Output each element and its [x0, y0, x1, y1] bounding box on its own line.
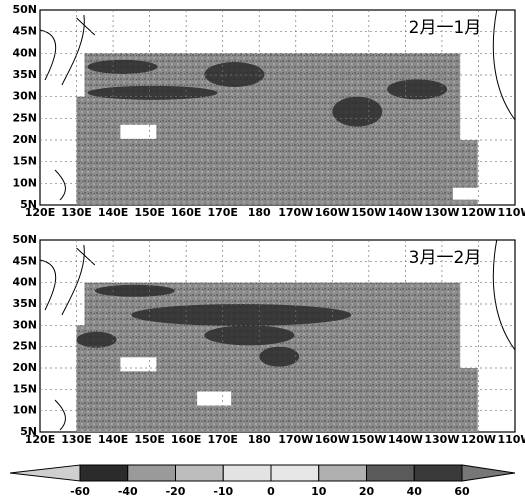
colorbar-label: -20	[166, 485, 186, 498]
anomaly-patch	[76, 331, 117, 348]
lat-label: 25N	[12, 111, 37, 124]
lon-label: 120E	[25, 433, 55, 446]
lon-label: 160E	[171, 206, 201, 219]
panel-title: 2月一1月	[409, 18, 482, 38]
colorbar-segment	[175, 464, 224, 482]
lon-label: 160W	[315, 206, 350, 219]
lon-label: 110W	[497, 433, 525, 446]
lon-label: 130W	[424, 433, 459, 446]
coastline	[39, 9, 516, 201]
anomaly-patch	[259, 346, 300, 367]
lat-label: 30N	[12, 318, 37, 331]
lon-label: 130E	[61, 206, 91, 219]
colorbar-segment	[79, 464, 129, 482]
lon-label: 160W	[315, 433, 350, 446]
lat-label: 45N	[12, 254, 37, 267]
lat-label: 10N	[12, 404, 37, 417]
lon-label: 170W	[278, 433, 313, 446]
colorbar-segment	[413, 464, 463, 482]
lat-label: 5N	[20, 198, 37, 211]
lat-label: 35N	[12, 297, 37, 310]
colorbar-arrow	[9, 464, 81, 482]
lat-label: 45N	[12, 25, 37, 38]
lat-label: 10N	[12, 176, 37, 189]
lat-label: 15N	[12, 155, 37, 168]
colorbar-label: 20	[359, 485, 375, 498]
anomaly-patch	[94, 284, 175, 297]
anomaly-patch	[332, 96, 383, 127]
lon-label: 130E	[61, 433, 91, 446]
lon-label: 140E	[98, 433, 128, 446]
lat-label: 40N	[12, 46, 37, 59]
colorbar-segment	[127, 464, 176, 482]
lon-label: 170W	[278, 206, 313, 219]
lon-label: 140W	[388, 433, 423, 446]
lon-label: 180	[248, 206, 271, 219]
lon-label: 140W	[388, 206, 423, 219]
colorbar-label: -40	[118, 485, 138, 498]
lat-label: 35N	[12, 68, 37, 81]
colorbar-label: 10	[311, 485, 327, 498]
anomaly-patch	[87, 85, 218, 100]
colorbar-label: 60	[454, 485, 470, 498]
lat-label: 15N	[12, 382, 37, 395]
lon-label: 130W	[424, 206, 459, 219]
coastline	[39, 239, 516, 431]
missing-data	[452, 187, 483, 200]
lon-label: 120W	[461, 433, 496, 446]
colorbar-label: -10	[213, 485, 233, 498]
lat-label: 30N	[12, 90, 37, 103]
lon-label: 120E	[25, 206, 55, 219]
anomaly-patch	[204, 325, 295, 346]
lat-label: 50N	[12, 233, 37, 246]
lon-label: 150W	[351, 206, 386, 219]
lon-label: 140E	[98, 206, 128, 219]
lon-label: 110W	[497, 206, 525, 219]
colorbar-segment	[318, 464, 367, 482]
colorbar-label: 40	[407, 485, 423, 498]
lat-label: 20N	[12, 361, 37, 374]
anomaly-patch	[131, 304, 352, 326]
colorbar-arrow	[461, 464, 516, 482]
anomaly-patch	[87, 59, 158, 74]
anomaly-patch	[204, 62, 265, 87]
colorbar-label: 0	[267, 485, 275, 498]
missing-data	[120, 124, 157, 139]
colorbar: -60 -40 -20 -10 0 10 20 40 60	[9, 464, 516, 498]
lon-label: 150E	[134, 206, 164, 219]
lon-label: 180	[248, 433, 271, 446]
lat-label: 25N	[12, 340, 37, 353]
lat-label: 40N	[12, 276, 37, 289]
missing-data	[120, 357, 157, 372]
colorbar-segment	[222, 464, 272, 482]
panel-title: 3月一2月	[409, 248, 482, 268]
lon-label: 170E	[207, 433, 237, 446]
colorbar-label: -60	[70, 485, 90, 498]
lon-label: 170E	[207, 206, 237, 219]
lat-label: 50N	[12, 3, 37, 16]
lon-label: 150E	[134, 433, 164, 446]
colorbar-segment	[366, 464, 415, 482]
lon-label: 160E	[171, 433, 201, 446]
colorbar-segment	[270, 464, 320, 482]
lon-label: 150W	[351, 433, 386, 446]
lat-label: 5N	[20, 425, 37, 438]
missing-data	[197, 391, 232, 406]
lon-label: 120W	[461, 206, 496, 219]
anomaly-patch	[387, 79, 448, 100]
lat-label: 20N	[12, 133, 37, 146]
